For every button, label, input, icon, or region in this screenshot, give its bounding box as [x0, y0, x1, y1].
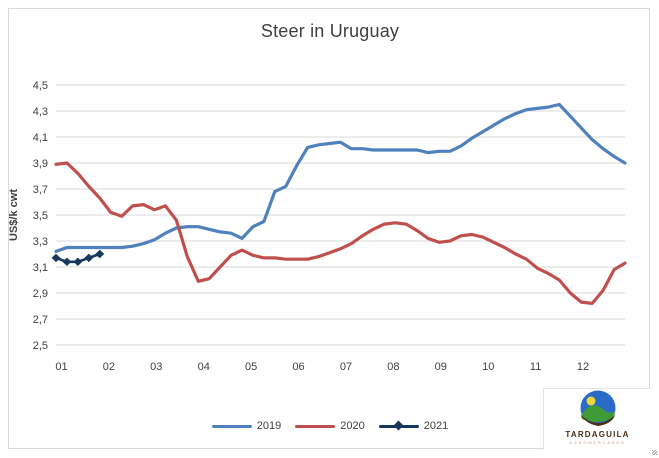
x-tick-label: 03: [150, 361, 162, 373]
data-point-marker: [84, 253, 94, 263]
x-tick-label: 12: [577, 361, 589, 373]
y-tick-label: 2,7: [33, 314, 48, 326]
legend-line-2021-icon: [378, 420, 419, 430]
y-tick-label: 3,9: [33, 158, 48, 170]
y-tick-label: 4,3: [33, 106, 48, 118]
legend-line-2019-icon: [211, 424, 252, 428]
y-tick-label: 3,7: [33, 184, 48, 196]
resize-handle-mark: [652, 450, 657, 455]
y-tick-label: 4,1: [33, 132, 48, 144]
y-tick-label: 2,5: [33, 340, 48, 352]
y-tick-label: 3,3: [33, 236, 48, 248]
y-tick-label: 2,9: [33, 288, 48, 300]
data-point-marker: [51, 253, 61, 263]
series-line-2019: [54, 102, 627, 253]
tardaguila-logo: TARDAGUILA AGROMERCADOS: [543, 388, 651, 450]
x-tick-label: 10: [482, 361, 494, 373]
x-tick-label: 06: [292, 361, 304, 373]
legend-item-2021: 2021: [378, 420, 449, 432]
legend-item-2019: 2019: [211, 420, 282, 432]
data-point-marker: [73, 257, 83, 266]
legend-line-2020-icon: [295, 424, 336, 428]
series-line-2020: [54, 161, 627, 305]
logo-emblem-icon: [580, 390, 615, 426]
x-tick-label: 01: [55, 361, 67, 373]
y-tick-label: 3,1: [33, 262, 48, 274]
x-tick-label: 04: [198, 361, 210, 373]
y-tick-label: 4,5: [33, 80, 48, 92]
x-tick-label: 05: [245, 361, 257, 373]
x-tick-label: 09: [435, 361, 447, 373]
legend-item-2020: 2020: [295, 420, 365, 432]
legend-diamond-marker-icon: [393, 420, 404, 430]
legend: 2019 2020 2021: [40, 418, 620, 434]
x-tick-label: 11: [530, 361, 541, 373]
logo-text: TARDAGUILA: [565, 430, 630, 439]
logo-subtext: AGROMERCADOS: [569, 440, 626, 445]
chart-border: [8, 8, 650, 449]
legend-label-2020: 2020: [340, 420, 365, 432]
x-tick-label: 07: [340, 361, 352, 373]
data-point-marker: [95, 249, 105, 259]
y-tick-label: 3,5: [33, 210, 48, 222]
x-tick-label: 08: [387, 361, 399, 373]
legend-label-2019: 2019: [256, 420, 282, 432]
data-point-marker: [62, 257, 72, 266]
chart-title: Steer in Uruguay: [260, 21, 400, 41]
legend-label-2021: 2021: [423, 420, 449, 432]
x-tick-label: 02: [103, 361, 115, 373]
